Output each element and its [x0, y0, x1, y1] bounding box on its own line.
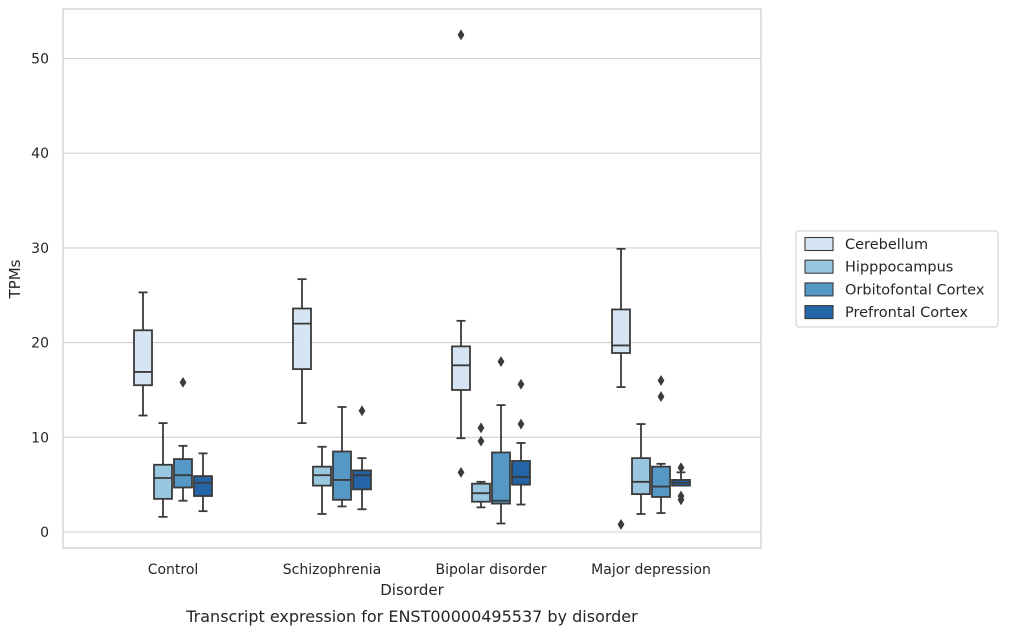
y-tick-labels: 0 10 20 30 40 50 [31, 52, 49, 542]
box-body [193, 475, 213, 497]
legend-label-0: Cerebellum [845, 237, 928, 253]
chart-caption: Transcript expression for ENST0000049553… [185, 607, 638, 626]
outlier-point-1 [677, 490, 685, 502]
box-body [153, 463, 173, 500]
box-body [292, 307, 312, 371]
box-1-3 [631, 423, 651, 515]
outlier-point-0 [179, 376, 187, 388]
box-2-1 [332, 406, 352, 508]
outlier-point-0 [497, 356, 505, 367]
outlier-point-2 [677, 462, 685, 474]
box-0-2 [451, 29, 471, 478]
y-tick-label-1: 10 [31, 430, 49, 446]
outlier-point-0 [457, 466, 465, 478]
legend-swatch-3 [804, 305, 834, 320]
box-body [133, 329, 153, 387]
box-body [631, 457, 651, 496]
y-tick-label-2: 20 [31, 336, 49, 352]
box-body [352, 469, 372, 491]
y-tick-label-5: 50 [31, 52, 49, 68]
outlier-point-1 [457, 29, 465, 41]
legend-label-3: Prefrontal Cortex [845, 305, 968, 321]
box-body [611, 308, 631, 354]
y-tick-label-3: 30 [31, 241, 49, 257]
box-3-0 [193, 452, 213, 513]
legend-swatch-1 [804, 259, 834, 274]
box-body [173, 458, 193, 489]
outlier-point-0 [517, 418, 525, 430]
outlier-point-0 [358, 405, 366, 417]
box-body [451, 345, 471, 391]
box-body [651, 465, 671, 498]
box-2-0 [173, 376, 193, 502]
box-3-2 [511, 378, 531, 506]
legend-swatch-0 [804, 236, 834, 252]
box-body [312, 465, 332, 487]
box-2-3 [651, 375, 671, 514]
box-0-3 [611, 247, 631, 530]
box-3-3 [671, 462, 691, 506]
x-tick-label-3: Major depression [591, 562, 711, 578]
y-axis-label: TPMs [6, 259, 24, 299]
box-1-0 [153, 422, 173, 518]
x-tick-labels: Control Schizophrenia Bipolar disorder Majo… [148, 562, 711, 578]
box-3-1 [352, 405, 372, 511]
legend-label-1: Hipppocampus [845, 260, 953, 276]
outlier-point-0 [657, 391, 665, 402]
y-tick-label-4: 40 [31, 146, 49, 162]
outlier-point-0 [477, 435, 485, 447]
legend-label-2: Orbitofontal Cortex [845, 282, 985, 298]
box-2-2 [491, 356, 511, 525]
x-axis-label: Disorder [380, 581, 444, 599]
box-body [511, 460, 531, 486]
box-body [491, 451, 511, 505]
legend-frame [795, 230, 999, 328]
gridlines [63, 57, 761, 533]
plot-frame [62, 8, 762, 549]
box-0-0 [133, 291, 153, 417]
box-1-2 [471, 422, 491, 509]
legend-swatch-2 [804, 282, 834, 297]
x-tick-label-0: Control [148, 562, 199, 578]
outlier-point-1 [517, 378, 525, 390]
box-body [332, 450, 352, 501]
outlier-point-0 [617, 519, 625, 530]
y-tick-label-0: 0 [40, 525, 49, 541]
box-series [133, 29, 691, 530]
x-tick-label-1: Schizophrenia [283, 562, 381, 578]
outlier-point-1 [657, 375, 665, 386]
box-1-1 [312, 445, 332, 515]
outlier-point-1 [477, 422, 485, 434]
box-0-1 [292, 278, 312, 424]
x-tick-label-2: Bipolar disorder [435, 562, 546, 578]
legend: Cerebellum Hipppocampus Orbitofontal Corte… [795, 230, 999, 328]
